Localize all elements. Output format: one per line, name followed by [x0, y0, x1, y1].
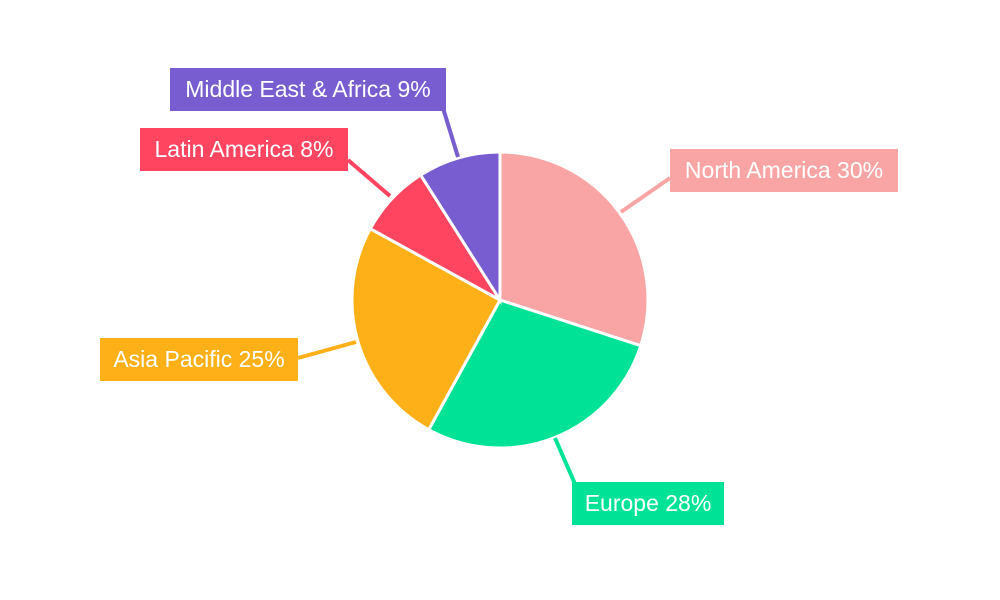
leader-line	[553, 437, 577, 485]
pie-slice-asia-pacific[interactable]	[350, 226, 503, 432]
leader-line	[346, 158, 392, 198]
data-label: North America 30%	[685, 157, 883, 183]
pie-slice-north-america[interactable]	[498, 150, 650, 348]
label-box	[170, 68, 446, 111]
leader-line	[441, 107, 460, 158]
label-box	[100, 338, 298, 381]
label-box	[140, 128, 348, 171]
leader-line	[619, 176, 672, 214]
data-label: Europe 28%	[585, 490, 712, 516]
leader-line	[297, 340, 357, 360]
data-label: Asia Pacific 25%	[113, 346, 284, 372]
pie-labels: North America 30% Europe 28% Asia Pacific …	[100, 68, 898, 525]
pie-slice-middle-east-africa[interactable]	[418, 150, 502, 306]
data-label: Latin America 8%	[155, 136, 334, 162]
data-label: Middle East & Africa 9%	[185, 76, 430, 102]
label-box	[572, 482, 724, 525]
pie-slices	[350, 150, 650, 450]
label-box	[670, 149, 898, 192]
pie-slice-europe[interactable]	[426, 298, 643, 450]
